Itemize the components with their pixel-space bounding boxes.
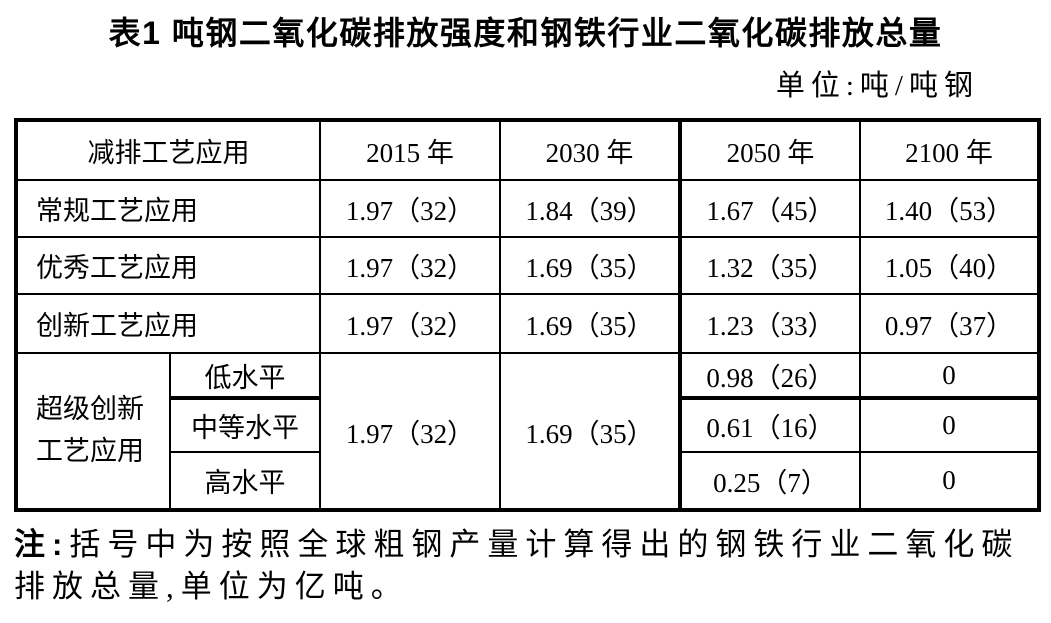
value-cell: 0.97（37） [859, 293, 1040, 354]
table-row: 常规工艺应用 1.97（32） 1.84（39） 1.67（45） 1.40（5… [15, 179, 1040, 238]
unit-label: 单位:吨/吨钢 [775, 70, 979, 102]
emissions-table: 减排工艺应用 2015 年 2030 年 2050 年 2100 年 常规工艺应… [14, 118, 1041, 512]
merged-value-2030: 1.69（35） [499, 352, 682, 511]
sub-level-label: 中等水平 [169, 397, 321, 453]
header-row: 减排工艺应用 2015 年 2030 年 2050 年 2100 年 [15, 119, 1040, 181]
value-cell: 1.97（32） [319, 236, 501, 295]
value-cell: 0 [859, 352, 1040, 400]
value-cell: 1.67（45） [679, 179, 861, 238]
value-cell: 0.98（26） [679, 352, 861, 400]
value-cell: 1.69（35） [499, 293, 682, 354]
row-label: 创新工艺应用 [15, 293, 321, 354]
value-cell: 1.84（39） [499, 179, 682, 238]
value-cell: 0 [859, 451, 1040, 511]
table-row: 优秀工艺应用 1.97（32） 1.69（35） 1.32（35） 1.05（4… [15, 236, 1040, 295]
row-label: 优秀工艺应用 [15, 236, 321, 295]
note-prefix: 注: [14, 527, 70, 562]
note-line-2: 排放总量,单位为亿吨。 [14, 569, 409, 605]
table-title: 表1 吨钢二氧化碳排放强度和钢铁行业二氧化碳排放总量 [108, 15, 943, 51]
sub-level-label: 低水平 [169, 352, 321, 400]
value-cell: 1.69（35） [499, 236, 682, 295]
value-cell: 1.97（32） [319, 293, 501, 354]
value-cell: 1.32（35） [679, 236, 861, 295]
note-line-1: 注:括号中为按照全球粗钢产量计算得出的钢铁行业二氧化碳 [14, 524, 1046, 566]
value-cell: 0.25（7） [679, 451, 861, 511]
value-cell: 0 [859, 397, 1040, 453]
value-cell: 0.61（16） [679, 397, 861, 453]
header-year-2015: 2015 年 [319, 119, 501, 181]
table-row: 高水平 0.25（7） 0 [16, 451, 1040, 511]
header-year-2030: 2030 年 [499, 119, 682, 181]
row-label: 常规工艺应用 [15, 179, 321, 238]
super-group-label: 超级创新工艺应用 [15, 352, 171, 511]
header-year-2100: 2100 年 [859, 119, 1040, 181]
sub-level-label: 高水平 [169, 451, 321, 511]
header-process-column: 减排工艺应用 [15, 119, 321, 181]
table-row: 中等水平 0.61（16） 0 [16, 397, 1040, 453]
document-page: 表1 吨钢二氧化碳排放强度和钢铁行业二氧化碳排放总量 单位:吨/吨钢 减排工艺应… [0, 8, 1051, 608]
merged-value-2015: 1.97（32） [319, 352, 501, 511]
table-row: 超级创新工艺应用 低水平 1.97（32） 1.69（35） 0.98（26） … [15, 352, 1040, 511]
header-year-2050: 2050 年 [679, 119, 861, 181]
value-cell: 1.05（40） [859, 236, 1040, 295]
value-cell: 1.23（33） [679, 293, 861, 354]
note-text: 括号中为按照全球粗钢产量计算得出的钢铁行业二氧化碳 [69, 527, 1020, 562]
table-row: 创新工艺应用 1.97（32） 1.69（35） 1.23（33） 0.97（3… [15, 293, 1040, 354]
value-cell: 1.97（32） [319, 179, 501, 238]
table-note: 注:括号中为按照全球粗钢产量计算得出的钢铁行业二氧化碳 排放总量,单位为亿吨。 [14, 524, 1046, 608]
value-cell: 1.40（53） [859, 179, 1040, 238]
